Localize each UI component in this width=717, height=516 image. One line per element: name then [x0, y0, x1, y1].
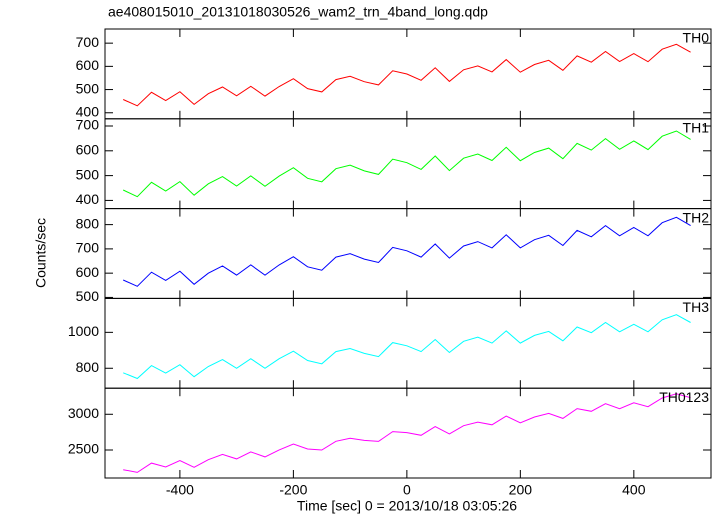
data-line — [123, 314, 691, 380]
y-tick-label: 600 — [76, 57, 100, 73]
y-tick-label: 500 — [76, 80, 100, 96]
y-tick-label: 1000 — [68, 323, 99, 339]
y-tick-label: 3000 — [68, 405, 99, 421]
x-tick-label: -400 — [166, 482, 194, 498]
y-tick-label: 700 — [76, 240, 100, 256]
data-line — [122, 130, 691, 198]
panel-label: TH2 — [683, 209, 710, 225]
y-tick-label: 700 — [76, 34, 100, 50]
y-tick-label: 500 — [76, 166, 100, 182]
y-tick-label: 600 — [76, 264, 100, 280]
panel-frame — [104, 208, 712, 299]
x-tick-label: 400 — [622, 482, 646, 498]
x-tick-label: 200 — [509, 482, 533, 498]
x-axis-label: Time [sec] 0 = 2013/10/18 03:05:26 — [297, 498, 517, 514]
panel-label: TH0 — [683, 30, 710, 46]
x-tick-label: -200 — [279, 482, 307, 498]
y-tick-label: 400 — [76, 103, 100, 119]
y-tick-label: 700 — [76, 117, 100, 133]
x-tick-label: 0 — [403, 482, 411, 498]
panel-label: TH3 — [683, 299, 710, 315]
y-tick-label: 800 — [76, 359, 100, 375]
chart-title: ae408015010_20131018030526_wam2_trn_4ban… — [108, 4, 488, 20]
y-tick-label: 2500 — [68, 441, 99, 457]
data-line — [122, 216, 691, 287]
y-tick-label: 600 — [76, 142, 100, 158]
panel-label: TH0123 — [659, 389, 709, 405]
y-axis-label: Counts/sec — [33, 218, 49, 288]
y-tick-label: 400 — [76, 191, 100, 207]
panel-frame — [104, 28, 712, 120]
panel-frame — [104, 297, 712, 389]
y-tick-label: 500 — [76, 288, 100, 304]
y-tick-label: 800 — [76, 215, 100, 231]
panel-label: TH1 — [683, 120, 710, 136]
panel-frame — [104, 387, 712, 479]
data-line — [122, 43, 691, 107]
data-line — [123, 393, 691, 473]
